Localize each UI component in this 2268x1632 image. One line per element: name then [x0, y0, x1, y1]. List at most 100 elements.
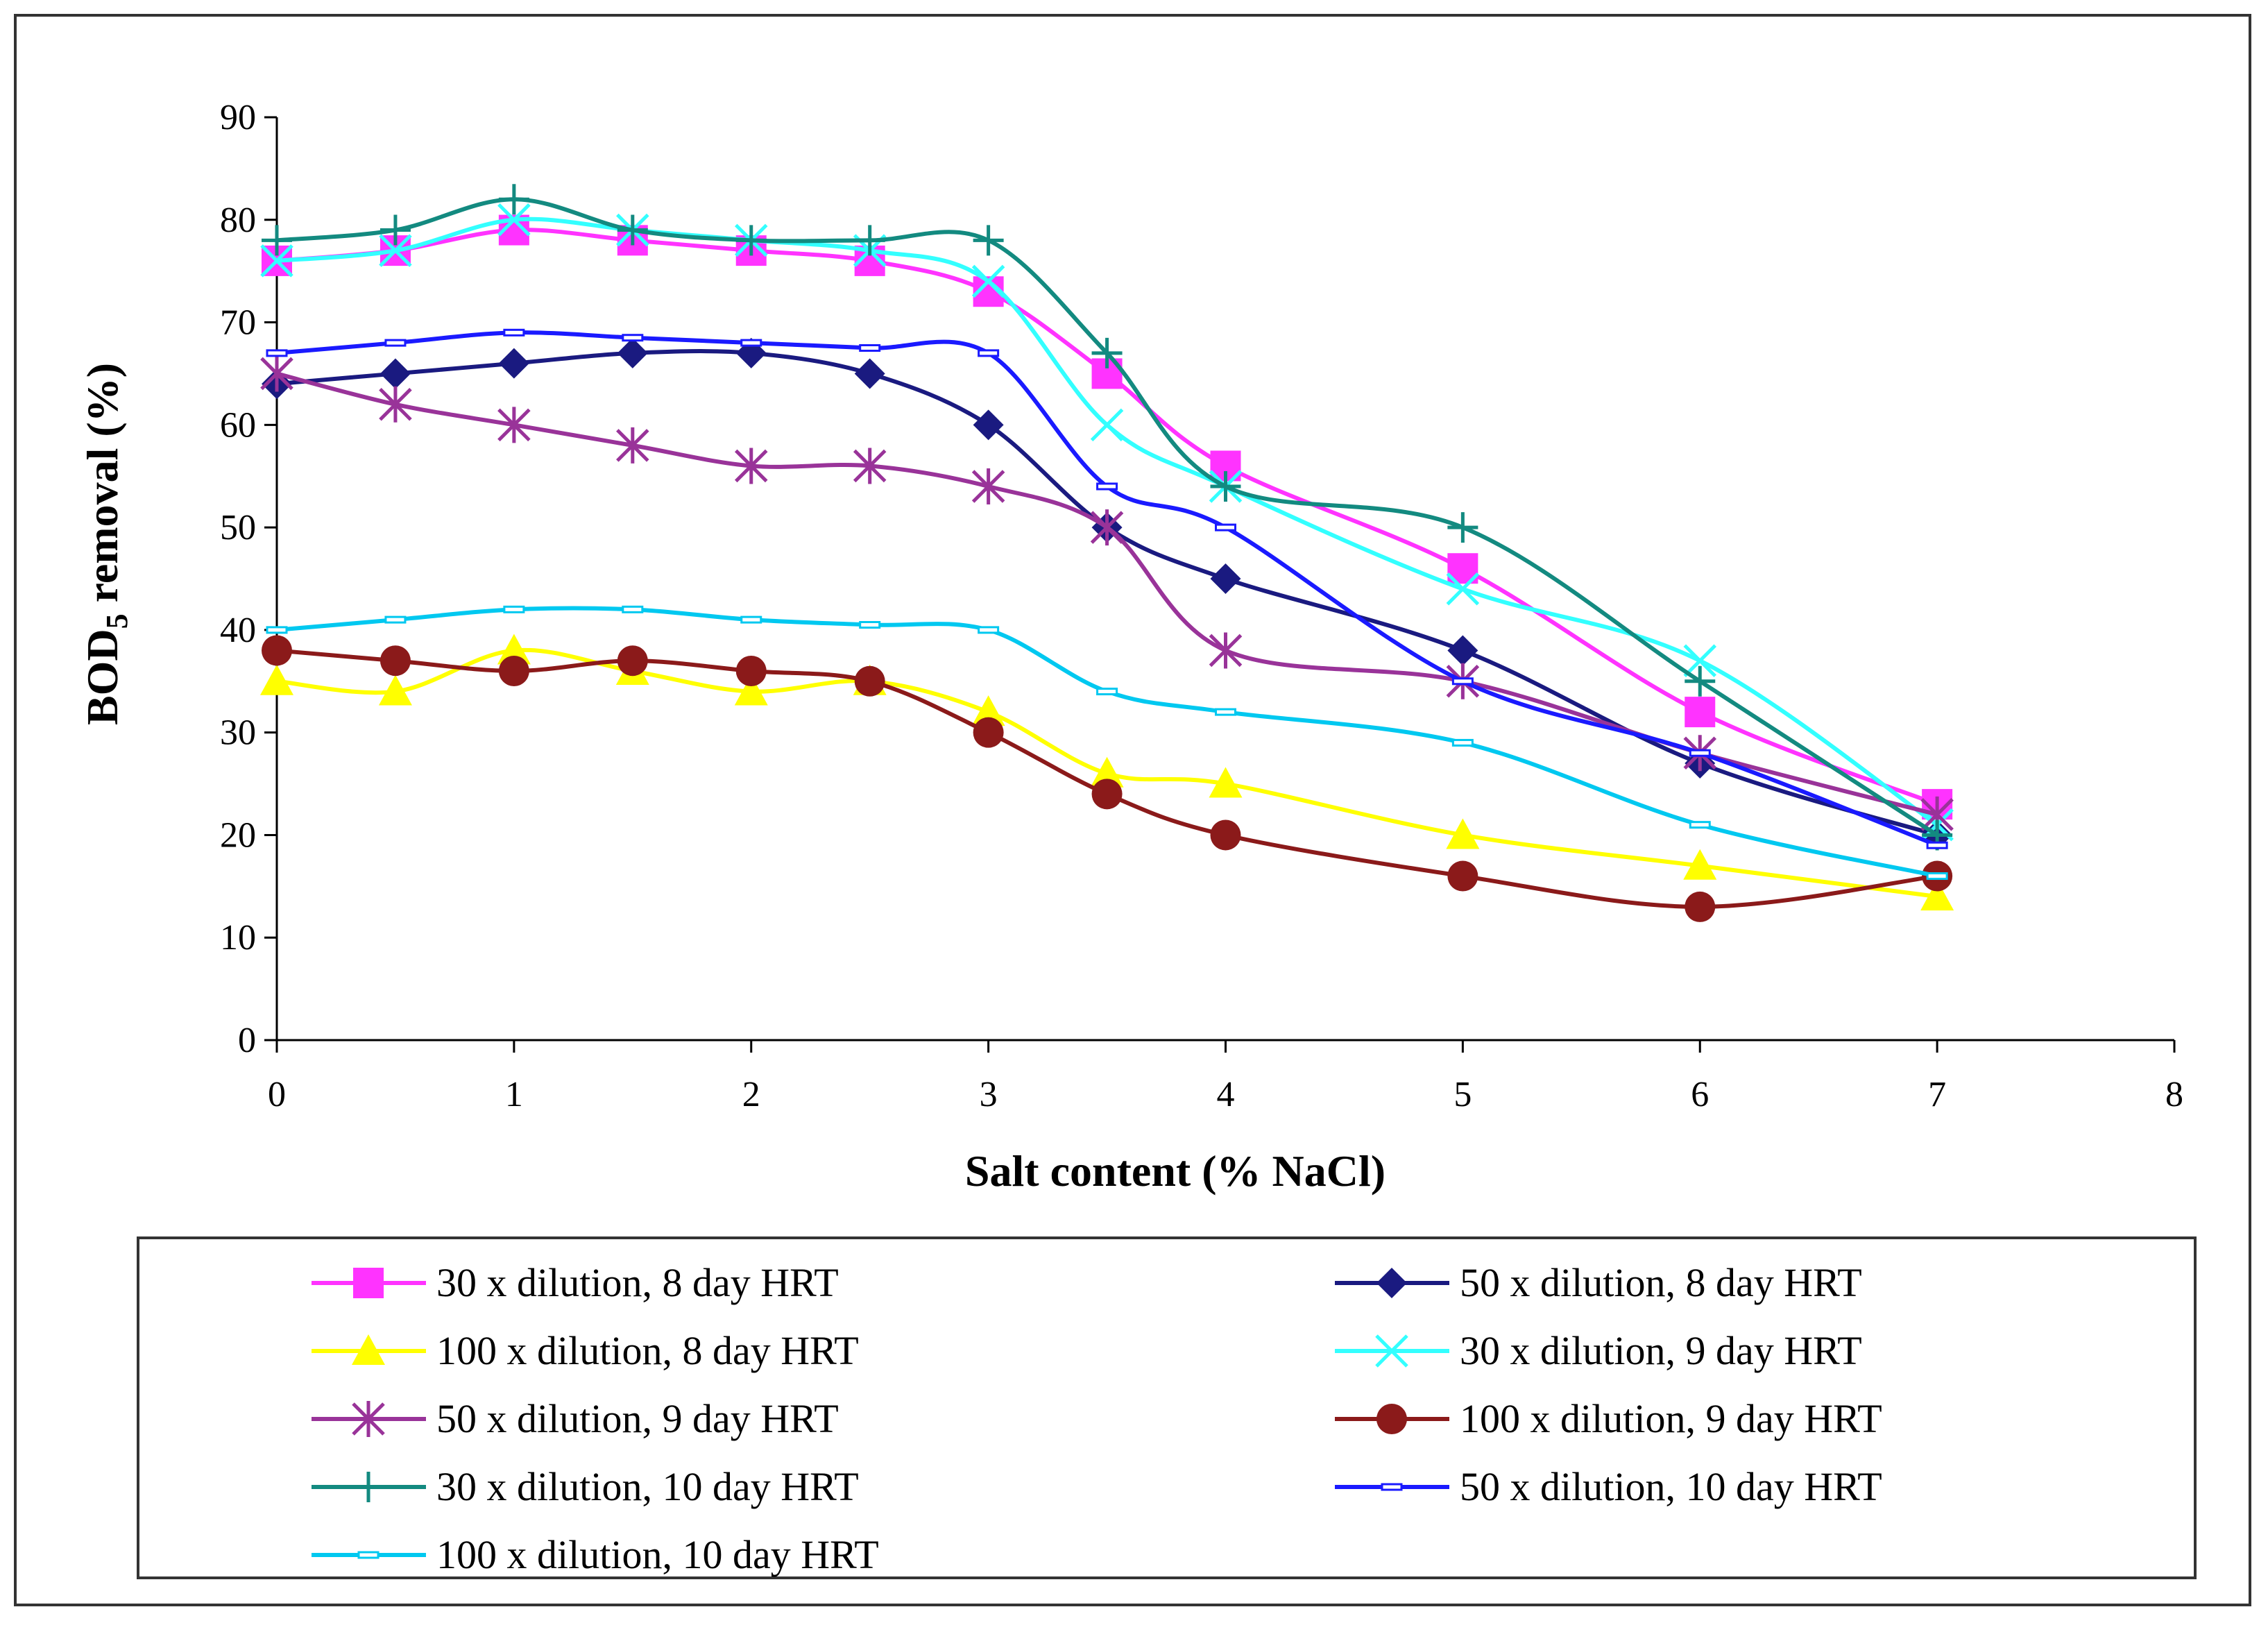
data-point — [1446, 572, 1480, 606]
data-point — [1451, 677, 1474, 686]
series-8 — [266, 328, 1948, 849]
data-point — [1209, 767, 1243, 798]
y-tick-label: 60 — [220, 405, 256, 445]
legend-marker — [353, 1268, 384, 1298]
y-tick-label: 50 — [220, 508, 256, 547]
series-7 — [262, 184, 1953, 851]
data-point — [740, 339, 762, 347]
data-point — [1091, 337, 1123, 368]
data-point — [740, 615, 762, 624]
legend-item: 100 x dilution, 9 day HRT — [1335, 1396, 1882, 1441]
data-point — [379, 386, 412, 423]
data-point — [1210, 819, 1241, 851]
data-point — [734, 674, 768, 706]
data-point — [1920, 880, 1954, 911]
x-tick-label: 4 — [1217, 1075, 1235, 1114]
data-point — [978, 626, 1000, 634]
data-point — [854, 225, 885, 256]
legend-item: 50 x dilution, 8 day HRT — [1335, 1260, 1862, 1305]
legend-item: 30 x dilution, 9 day HRT — [1335, 1328, 1862, 1373]
legend-item: 50 x dilution, 10 day HRT — [1335, 1464, 1882, 1509]
legend-item: 100 x dilution, 10 day HRT — [312, 1532, 879, 1577]
data-point — [262, 635, 292, 666]
data-point — [1096, 482, 1118, 491]
chart-frame: 0 10 20 30 40 50 60 70 80 90 0 1 2 3 4 5 6 7 8 Salt conten… — [14, 14, 2251, 1606]
data-point — [1683, 849, 1717, 880]
data-point — [1685, 697, 1716, 728]
data-point — [616, 427, 649, 464]
data-point — [1685, 891, 1716, 922]
data-point — [854, 358, 885, 389]
legend-item: 30 x dilution, 10 day HRT — [312, 1464, 859, 1509]
data-point — [503, 328, 525, 337]
data-point — [617, 645, 648, 677]
data-point — [978, 349, 1000, 357]
y-tick-label: 20 — [220, 815, 256, 855]
data-point — [1447, 860, 1478, 892]
legend-marker — [352, 1401, 385, 1437]
x-tick-label: 6 — [1691, 1075, 1709, 1114]
legend-label: 50 x dilution, 10 day HRT — [1460, 1464, 1882, 1509]
series-5 — [260, 355, 1954, 833]
x-tick-label: 8 — [2165, 1075, 2183, 1114]
data-point — [1447, 635, 1478, 666]
data-point — [1447, 512, 1478, 543]
data-point — [971, 695, 1005, 726]
data-point — [617, 214, 648, 246]
data-point — [1689, 749, 1711, 757]
data-point — [497, 634, 531, 665]
y-axis-title-rest: removal (%) — [78, 363, 127, 613]
y-tick-label: 80 — [220, 201, 256, 240]
data-point — [1209, 632, 1243, 669]
x-tick-label: 3 — [980, 1075, 998, 1114]
y-tick-label: 40 — [220, 611, 256, 650]
legend-marker — [1375, 1334, 1408, 1368]
data-point — [622, 605, 644, 613]
data-point — [853, 448, 887, 484]
data-point — [1685, 665, 1716, 697]
data-point — [498, 184, 529, 215]
data-point — [1683, 644, 1717, 677]
x-tick-label: 2 — [742, 1075, 760, 1114]
legend-item: 30 x dilution, 8 day HRT — [312, 1260, 839, 1305]
data-point — [260, 664, 293, 695]
legend-marker — [352, 1334, 385, 1365]
data-point — [497, 407, 531, 443]
legend-label: 100 x dilution, 10 day HRT — [436, 1532, 879, 1577]
axes: 0 10 20 30 40 50 60 70 80 90 0 1 2 3 4 5 6 7 8 — [220, 98, 2183, 1114]
legend-marker — [353, 1472, 384, 1502]
data-point — [973, 409, 1004, 441]
data-point — [1451, 738, 1474, 747]
x-axis-title: Salt content (% NaCl) — [965, 1146, 1385, 1196]
y-tick-label: 0 — [238, 1021, 256, 1060]
y-axis-title-main: BOD — [78, 629, 127, 725]
series-9 — [266, 605, 1948, 881]
data-point — [1926, 872, 1948, 881]
data-point — [622, 334, 644, 342]
legend-item: 50 x dilution, 9 day HRT — [312, 1396, 839, 1441]
data-point — [1215, 708, 1236, 716]
y-tick-label: 10 — [220, 918, 256, 958]
legend-item: 100 x dilution, 8 day HRT — [312, 1328, 859, 1373]
data-point — [1090, 408, 1124, 442]
y-axis-title-subscript: 5 — [100, 613, 134, 629]
data-point — [260, 355, 293, 392]
data-point — [734, 448, 768, 484]
data-point — [498, 348, 529, 379]
data-point — [380, 645, 411, 677]
data-point — [971, 468, 1005, 504]
x-tick-label: 7 — [1928, 1075, 1946, 1114]
data-point — [380, 358, 411, 389]
data-point — [1090, 509, 1124, 546]
y-tick-label: 30 — [220, 713, 256, 753]
data-point — [378, 674, 412, 706]
data-point — [735, 656, 767, 686]
legend-marker — [1376, 1268, 1407, 1298]
legend-marker — [357, 1551, 380, 1559]
legend-label: 50 x dilution, 8 day HRT — [1460, 1260, 1862, 1305]
legend-label: 50 x dilution, 9 day HRT — [436, 1396, 839, 1441]
legend-label: 30 x dilution, 10 day HRT — [436, 1464, 859, 1509]
data-point — [617, 337, 648, 368]
data-point — [859, 344, 881, 352]
legend-label: 30 x dilution, 9 day HRT — [1460, 1328, 1862, 1373]
